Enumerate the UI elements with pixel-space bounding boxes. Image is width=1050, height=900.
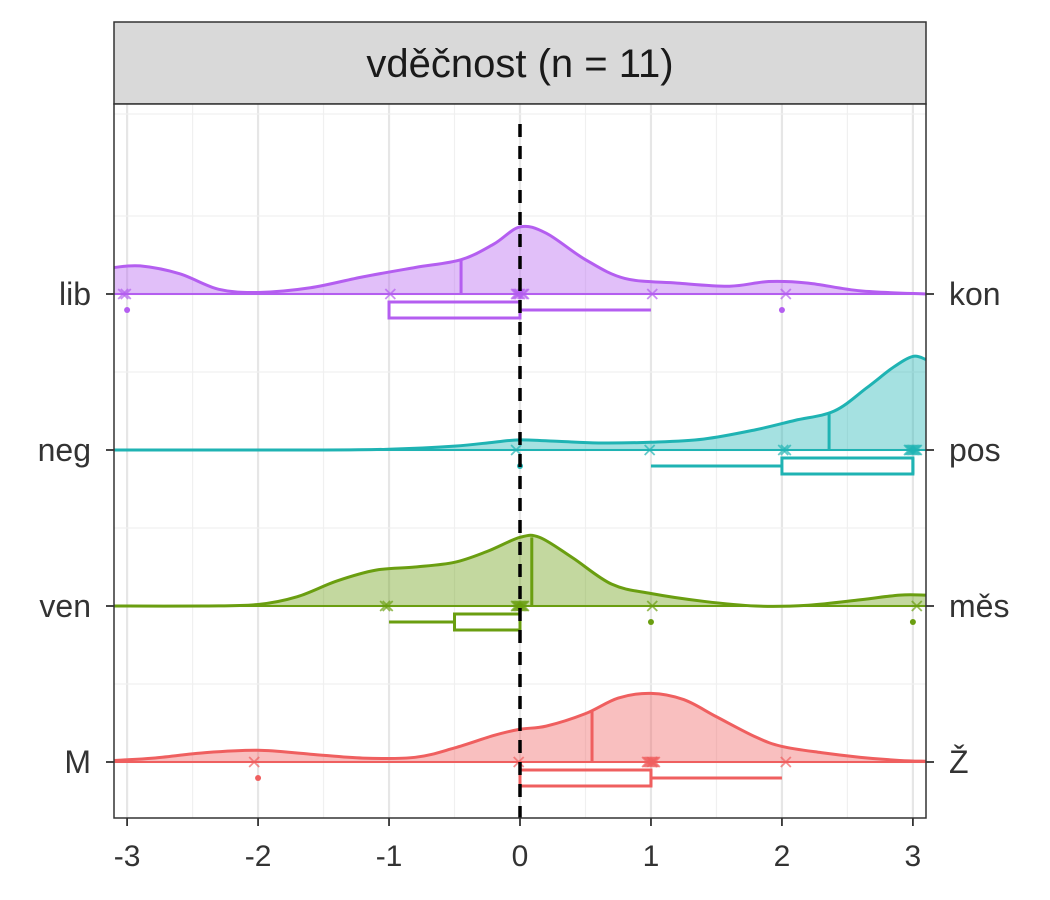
data-point-cross <box>384 288 396 300</box>
data-point-cross <box>911 444 923 456</box>
density-curve <box>113 224 927 296</box>
data-point-cross <box>646 288 658 300</box>
outlier-point <box>124 307 131 313</box>
x-tick-label: -3 <box>114 840 141 873</box>
x-tick-label: 2 <box>774 840 791 873</box>
data-point-cross <box>382 600 394 612</box>
right-category-label: kon <box>949 276 1001 312</box>
data-point-cross <box>905 444 918 456</box>
outlier-point <box>909 619 916 625</box>
data-point-cross <box>644 756 656 768</box>
x-tick-label: 1 <box>643 840 660 873</box>
data-point-cross <box>777 444 789 456</box>
series-neg-pos <box>113 354 927 476</box>
data-point-cross <box>379 600 391 612</box>
right-category-label: Ž <box>949 744 969 780</box>
data-point-cross <box>641 756 653 768</box>
data-point-cross <box>911 600 923 612</box>
density-curve <box>113 691 927 763</box>
x-tick-label: -1 <box>376 840 403 873</box>
data-point-cross <box>644 444 656 456</box>
outlier-point <box>647 619 654 625</box>
data-point-cross <box>642 756 655 768</box>
data-point-cross <box>120 288 132 300</box>
data-point-cross <box>248 756 260 768</box>
data-point-cross <box>780 288 792 300</box>
x-tick-label: -2 <box>245 840 272 873</box>
left-category-label: M <box>64 744 91 780</box>
data-point-cross <box>780 756 792 768</box>
left-category-label: neg <box>38 432 91 468</box>
data-point-cross <box>515 600 527 612</box>
data-point-cross <box>645 756 657 768</box>
density-area <box>114 356 926 451</box>
data-point-cross <box>513 288 525 300</box>
facet-title: vděčnost (n = 11) <box>366 42 673 86</box>
data-point-cross <box>514 288 526 300</box>
data-point-cross <box>780 444 792 456</box>
x-tick-label: 3 <box>905 840 922 873</box>
data-point-cross <box>514 600 526 612</box>
right-category-label: pos <box>949 432 1001 468</box>
outlier-point <box>255 775 262 781</box>
x-tick-label: 0 <box>512 840 529 873</box>
data-point-cross <box>510 444 522 456</box>
data-point-cross <box>908 444 920 456</box>
density-area <box>114 693 926 762</box>
data-point-cross <box>646 756 658 768</box>
series-M-Ž <box>113 691 927 788</box>
data-point-cross <box>117 288 129 300</box>
data-point-cross <box>513 600 525 612</box>
left-category-label: lib <box>59 276 91 312</box>
left-category-label: ven <box>39 588 91 624</box>
data-point-cross <box>646 600 658 612</box>
data-point-cross <box>907 444 919 456</box>
right-category-label: měs <box>949 588 1009 624</box>
outlier-point <box>778 307 785 313</box>
facet-strip <box>113 21 927 105</box>
